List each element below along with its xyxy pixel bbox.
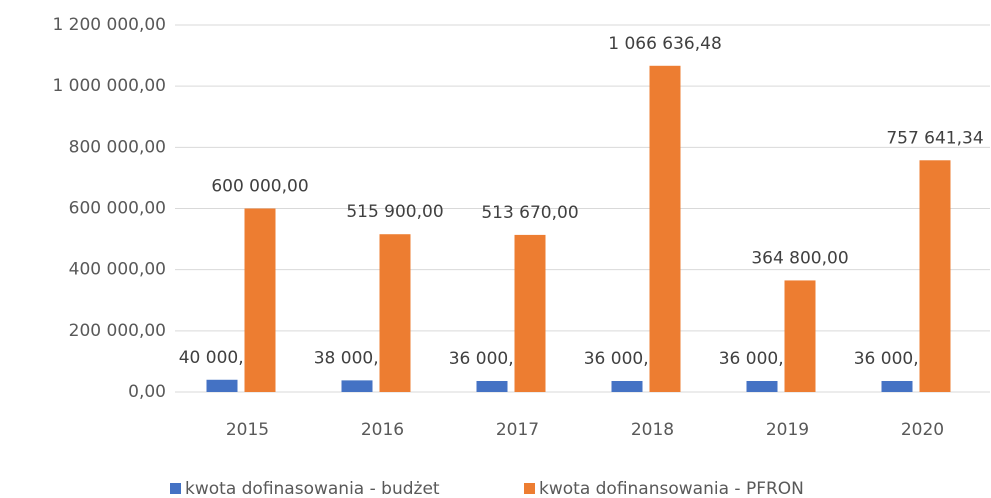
data-label: 515 900,00 xyxy=(346,202,443,222)
data-label: 36 000,00 xyxy=(584,349,671,369)
y-tick-label: 600 000,00 xyxy=(69,199,166,219)
legend-label: kwota dofinasowania - budżet xyxy=(185,479,440,498)
data-label: 757 641,34 xyxy=(886,128,983,148)
x-tick-label: 2018 xyxy=(631,420,674,440)
y-tick-label: 1 200 000,00 xyxy=(52,15,166,35)
legend-label: kwota dofinansowania - PFRON xyxy=(539,479,804,498)
bar xyxy=(649,65,681,392)
bar xyxy=(476,380,508,392)
data-label: 513 670,00 xyxy=(481,203,578,223)
x-tick-label: 2015 xyxy=(226,420,269,440)
data-label: 36 000,00 xyxy=(719,349,806,369)
bar xyxy=(746,380,778,392)
bar xyxy=(514,234,546,392)
data-label: 36 000,00 xyxy=(854,349,941,369)
data-label: 600 000,00 xyxy=(211,177,308,197)
x-tick-label: 2020 xyxy=(901,420,944,440)
data-label: 1 066 636,48 xyxy=(608,34,722,54)
x-tick-label: 2019 xyxy=(766,420,809,440)
bar xyxy=(919,160,951,392)
x-tick-label: 2017 xyxy=(496,420,539,440)
bar xyxy=(206,379,238,392)
y-tick-label: 200 000,00 xyxy=(69,321,166,341)
data-label: 364 800,00 xyxy=(751,248,848,268)
x-tick-label: 2016 xyxy=(361,420,404,440)
bar xyxy=(784,280,816,392)
bar xyxy=(881,380,913,392)
bar xyxy=(611,380,643,392)
data-label: 36 000,00 xyxy=(449,349,536,369)
bar xyxy=(341,380,373,392)
y-tick-label: 1 000 000,00 xyxy=(52,76,166,96)
data-label: 38 000,00 xyxy=(314,348,401,368)
legend-swatch xyxy=(524,483,535,494)
data-label: 40 000,00 xyxy=(179,348,266,368)
legend-swatch xyxy=(170,483,181,494)
y-tick-label: 0,00 xyxy=(128,382,166,402)
y-tick-label: 400 000,00 xyxy=(69,260,166,280)
y-tick-label: 800 000,00 xyxy=(69,137,166,157)
bar xyxy=(244,208,276,392)
bar xyxy=(379,234,411,392)
